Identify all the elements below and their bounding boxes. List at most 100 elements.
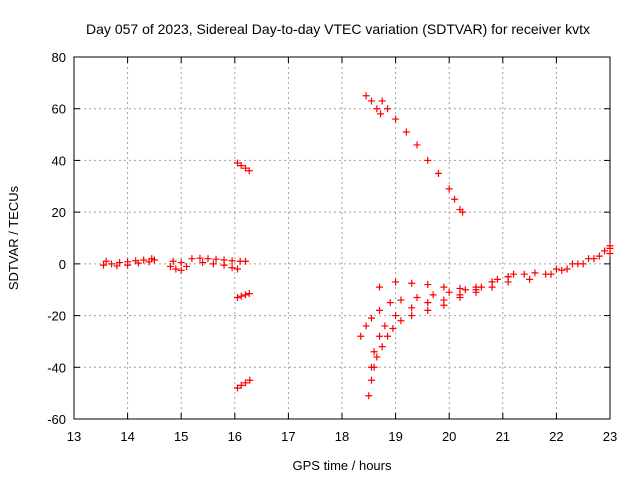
data-point xyxy=(102,257,110,265)
series-arc-e xyxy=(365,244,614,400)
data-point xyxy=(233,265,241,273)
data-point xyxy=(245,167,253,175)
data-point xyxy=(424,306,432,314)
data-point xyxy=(373,353,381,361)
data-point xyxy=(362,322,370,330)
data-point xyxy=(424,281,432,289)
data-point xyxy=(376,283,384,291)
data-point xyxy=(378,97,386,105)
data-point xyxy=(459,208,467,216)
data-point xyxy=(367,97,375,105)
data-point xyxy=(365,392,373,400)
data-point xyxy=(413,293,421,301)
x-tick-label: 21 xyxy=(496,429,510,444)
data-point xyxy=(445,185,453,193)
data-point xyxy=(209,260,217,268)
data-point xyxy=(451,195,459,203)
y-axis-label: SDTVAR / TECUs xyxy=(6,185,21,290)
data-point xyxy=(574,260,582,268)
series-arc-h xyxy=(367,273,512,371)
data-point xyxy=(595,252,603,260)
data-point xyxy=(381,322,389,330)
series-arc-a xyxy=(99,255,158,270)
data-point xyxy=(601,247,609,255)
data-point xyxy=(233,293,241,301)
y-tick-label: 80 xyxy=(52,50,66,65)
series-arc-d xyxy=(362,92,467,216)
x-tick-label: 20 xyxy=(442,429,456,444)
data-point xyxy=(196,254,204,262)
data-point xyxy=(166,262,174,270)
y-tick-label: 0 xyxy=(59,257,66,272)
x-tick-label: 16 xyxy=(228,429,242,444)
data-points xyxy=(99,92,614,400)
data-point xyxy=(242,257,250,265)
data-point xyxy=(552,265,560,273)
data-point xyxy=(367,376,375,384)
data-point xyxy=(199,259,207,267)
chart-title: Day 057 of 2023, Sidereal Day-to-day VTE… xyxy=(86,21,590,37)
y-tick-label: -40 xyxy=(47,360,66,375)
x-tick-label: 13 xyxy=(67,429,81,444)
data-point xyxy=(384,105,392,113)
data-point xyxy=(169,257,177,265)
y-tick-label: 40 xyxy=(52,153,66,168)
x-tick-label: 15 xyxy=(174,429,188,444)
data-point xyxy=(384,332,392,340)
data-point xyxy=(606,250,614,258)
data-point xyxy=(531,269,539,277)
data-point xyxy=(367,314,375,322)
data-point xyxy=(242,291,250,299)
data-point xyxy=(493,275,501,283)
data-point xyxy=(445,288,453,296)
data-point xyxy=(124,261,132,269)
data-point xyxy=(376,306,384,314)
y-tick-label: 60 xyxy=(52,102,66,117)
data-point xyxy=(408,304,416,312)
x-tick-label: 14 xyxy=(120,429,134,444)
data-point xyxy=(357,332,365,340)
data-point xyxy=(242,379,250,387)
data-point xyxy=(204,255,212,263)
data-point xyxy=(145,258,153,266)
data-point xyxy=(408,279,416,287)
y-tick-label: -20 xyxy=(47,309,66,324)
data-point xyxy=(413,141,421,149)
data-point xyxy=(134,259,142,267)
data-point xyxy=(461,286,469,294)
data-point xyxy=(228,257,236,265)
data-point xyxy=(520,270,528,278)
data-point xyxy=(212,255,220,263)
data-point xyxy=(113,262,121,270)
data-point xyxy=(392,312,400,320)
data-point xyxy=(376,332,384,340)
x-tick-label: 23 xyxy=(603,429,617,444)
series-arc-c xyxy=(233,159,254,392)
data-point xyxy=(233,159,241,167)
data-point xyxy=(472,286,480,294)
data-point xyxy=(370,348,378,356)
y-axis: -60 -40 -20 0 20 40 60 80 xyxy=(47,50,610,427)
data-point xyxy=(488,278,496,286)
data-point xyxy=(456,284,464,292)
data-point xyxy=(397,296,405,304)
data-point xyxy=(183,262,191,270)
x-tick-label: 18 xyxy=(335,429,349,444)
data-point xyxy=(429,291,437,299)
gridlines xyxy=(74,57,610,419)
data-point xyxy=(434,169,442,177)
x-axis: 13 14 15 16 17 18 19 20 21 22 23 xyxy=(67,57,617,444)
data-point xyxy=(558,266,566,274)
data-point xyxy=(392,115,400,123)
data-point xyxy=(220,261,228,269)
x-tick-label: 17 xyxy=(281,429,295,444)
data-point xyxy=(362,92,370,100)
data-point xyxy=(456,291,464,299)
data-point xyxy=(424,156,432,164)
data-point xyxy=(389,325,397,332)
series-arc-g xyxy=(376,250,614,292)
x-tick-label: 22 xyxy=(549,429,563,444)
data-point xyxy=(373,105,381,113)
data-point xyxy=(440,296,448,304)
